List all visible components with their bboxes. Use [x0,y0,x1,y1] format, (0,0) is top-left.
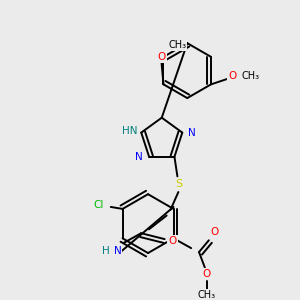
Text: N: N [114,246,122,256]
Text: N: N [188,128,196,138]
Text: Cl: Cl [94,200,104,210]
Text: HN: HN [122,126,137,136]
Text: O: O [158,52,166,62]
Text: O: O [168,236,177,246]
Text: CH₃: CH₃ [198,290,216,300]
Text: O: O [203,268,211,279]
Text: CH₃: CH₃ [168,40,186,50]
Text: S: S [175,179,182,189]
Text: O: O [229,71,237,82]
Text: CH₃: CH₃ [241,71,259,82]
Text: H: H [102,246,110,256]
Text: O: O [211,227,219,237]
Text: N: N [135,152,143,162]
